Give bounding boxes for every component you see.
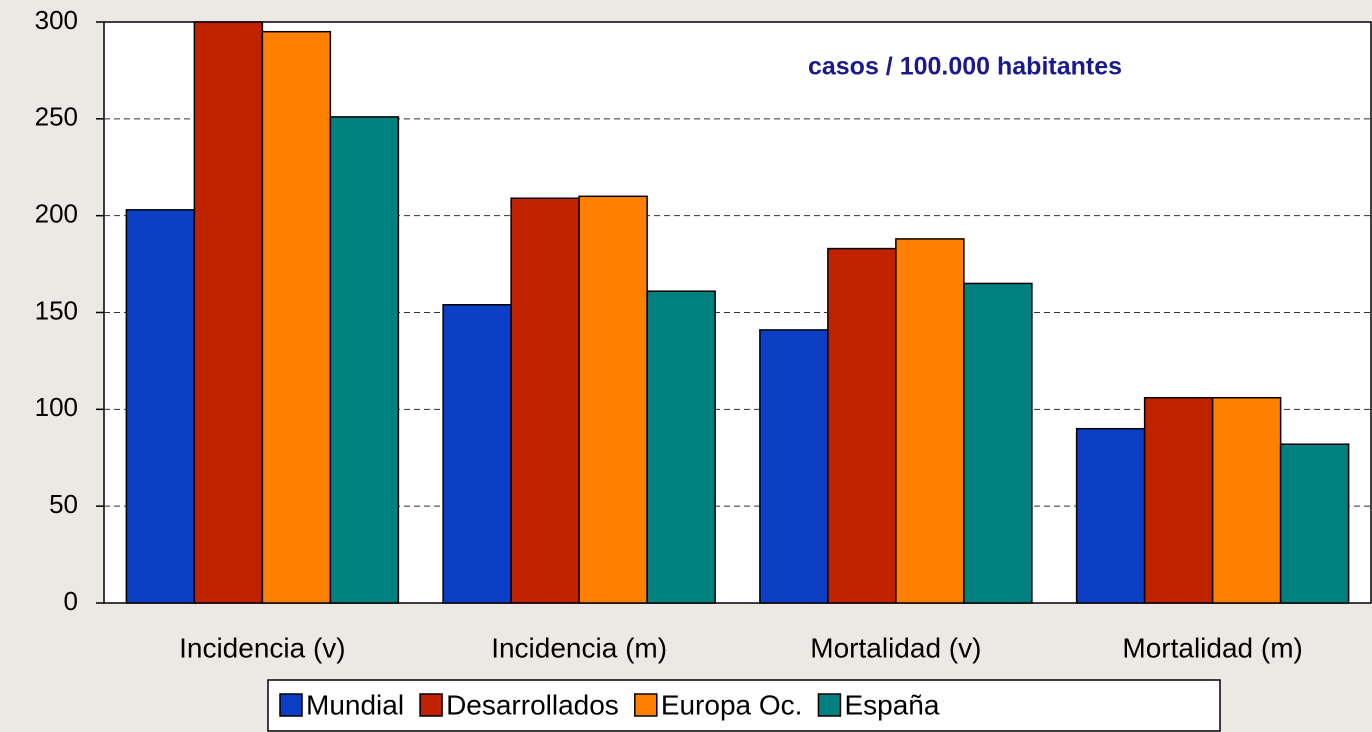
- x-tick-label: Incidencia (m): [491, 632, 667, 663]
- bar: [963, 282, 1033, 604]
- bar: [895, 238, 965, 604]
- annotation: casos / 100.000 habitantes: [808, 53, 1122, 81]
- bar: [1211, 396, 1282, 604]
- legend-swatch: [419, 693, 443, 717]
- bar: [1279, 443, 1350, 604]
- bar: [329, 116, 400, 604]
- legend-label: Mundial: [306, 689, 404, 720]
- bar: [193, 21, 264, 604]
- y-tick-label: 0: [64, 586, 78, 616]
- legend-label: España: [844, 689, 939, 720]
- bar: [759, 329, 829, 604]
- legend-swatch: [634, 693, 658, 717]
- x-tick-label: Incidencia (v): [179, 632, 346, 663]
- bar: [261, 30, 332, 604]
- legend-swatch: [279, 693, 303, 717]
- legend-label: Europa Oc.: [661, 689, 803, 720]
- legend-swatch: [817, 693, 842, 717]
- bar: [1143, 396, 1214, 604]
- y-tick-label: 200: [35, 199, 78, 229]
- bar: [646, 290, 716, 604]
- bar: [510, 197, 580, 604]
- y-tick-label: 150: [35, 295, 78, 325]
- y-tick-label: 100: [35, 392, 78, 422]
- bar: [1075, 427, 1146, 604]
- x-tick-label: Mortalidad (v): [810, 632, 981, 663]
- legend-label: Desarrollados: [446, 689, 619, 720]
- x-tick-label: Mortalidad (m): [1122, 632, 1302, 663]
- bar: [442, 304, 512, 604]
- bar: [125, 209, 196, 604]
- y-tick-label: 250: [35, 102, 78, 132]
- bar: [578, 195, 648, 604]
- y-tick-label: 50: [49, 489, 78, 519]
- y-tick-label: 300: [35, 5, 78, 35]
- bar: [827, 247, 897, 604]
